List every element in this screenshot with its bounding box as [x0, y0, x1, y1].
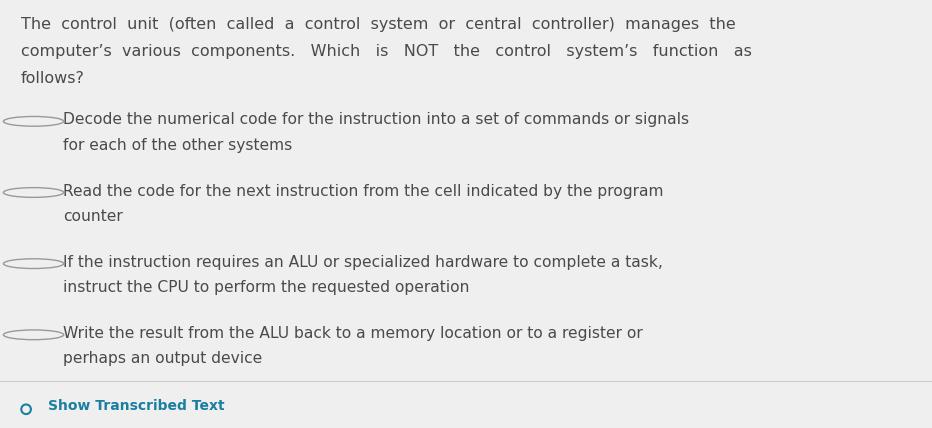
Text: If the instruction requires an ALU or specialized hardware to complete a task,: If the instruction requires an ALU or sp… [63, 255, 664, 270]
Text: Show Transcribed Text: Show Transcribed Text [48, 398, 226, 413]
Text: for each of the other systems: for each of the other systems [63, 138, 293, 153]
Text: The  control  unit  (often  called  a  control  system  or  central  controller): The control unit (often called a control… [21, 17, 735, 32]
Text: computer’s  various  components.   Which   is   NOT   the   control   system’s  : computer’s various components. Which is … [21, 44, 751, 59]
Text: Read the code for the next instruction from the cell indicated by the program: Read the code for the next instruction f… [63, 184, 664, 199]
Text: instruct the CPU to perform the requested operation: instruct the CPU to perform the requeste… [63, 280, 470, 295]
Text: counter: counter [63, 209, 123, 224]
Text: follows?: follows? [21, 71, 85, 86]
Text: Decode the numerical code for the instruction into a set of commands or signals: Decode the numerical code for the instru… [63, 113, 690, 128]
Text: Write the result from the ALU back to a memory location or to a register or: Write the result from the ALU back to a … [63, 326, 643, 341]
Text: perhaps an output device: perhaps an output device [63, 351, 263, 366]
